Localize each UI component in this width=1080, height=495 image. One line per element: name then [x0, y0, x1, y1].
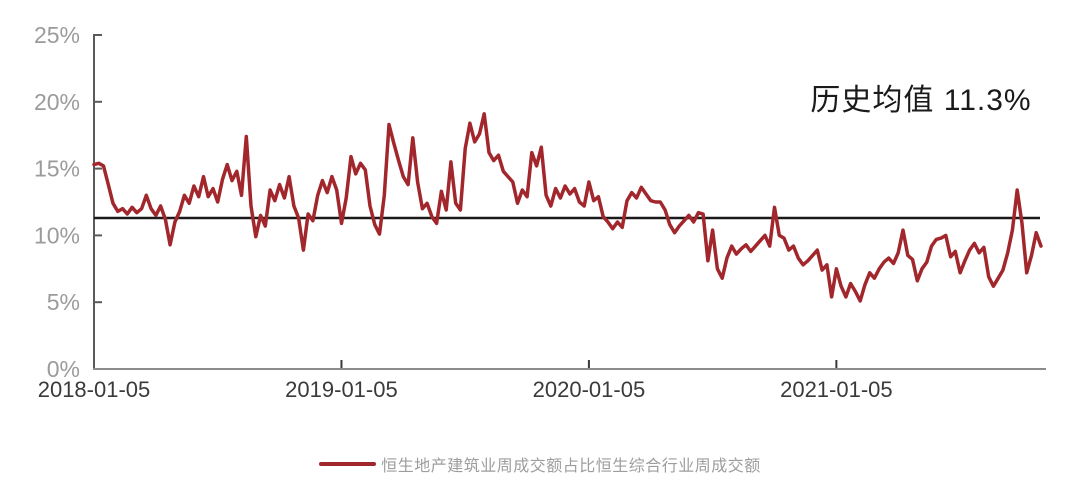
x-tick-label: 2019-01-05: [285, 377, 398, 402]
series-line: [92, 112, 1043, 303]
y-tick-label: 20%: [34, 89, 80, 115]
legend: 恒生地产建筑业周成交额占比恒生综合行业周成交额: [0, 452, 1080, 476]
y-tick-label: 0%: [47, 356, 80, 382]
y-tick-label: 5%: [47, 289, 80, 315]
x-axis-ticks: 2018-01-05 2019-01-05 2020-01-05 2021-01-05: [38, 360, 893, 402]
x-tick-label: 2018-01-05: [38, 377, 151, 402]
mean-annotation: 历史均值 11.3%: [810, 84, 1031, 117]
y-tick-label: 25%: [34, 22, 80, 48]
x-tick-label: 2020-01-05: [533, 377, 646, 402]
y-axis-ticks: 0% 5% 10% 15% 20% 25%: [34, 22, 102, 382]
y-tick-label: 10%: [34, 222, 80, 248]
turnover-chart: 0% 5% 10% 15% 20% 25% 2018-01-05 2019-01-05 202…: [34, 22, 1046, 402]
y-tick-label: 15%: [34, 156, 80, 182]
x-tick-label: 2021-01-05: [780, 377, 893, 402]
legend-line-swatch: [319, 462, 377, 466]
legend-label: 恒生地产建筑业周成交额占比恒生综合行业周成交额: [381, 458, 761, 475]
